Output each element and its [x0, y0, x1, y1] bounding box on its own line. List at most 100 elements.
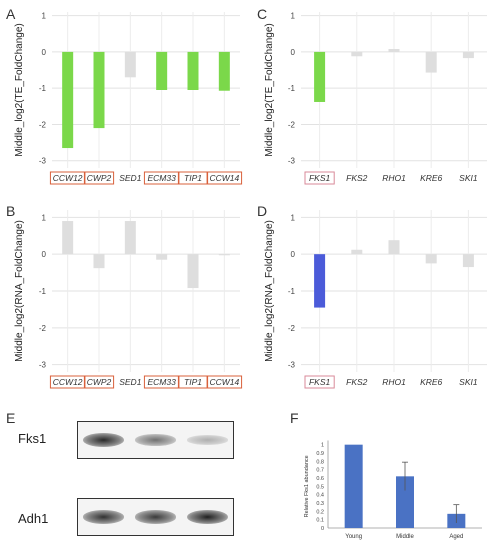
panel-letter-a: A — [6, 6, 16, 22]
x-tick-label: TIP1 — [184, 173, 202, 183]
y-tick-label: 0.3 — [316, 501, 324, 507]
x-tick-label: FKS1 — [309, 173, 331, 183]
chart-panel-b: 1 0 -1 -2 -3 Middle_log2(RNA_FoldChange) CCW12… — [0, 198, 246, 398]
bar-sed1 — [124, 51, 136, 78]
chart-panel-f: 0 0.1 0.2 0.3 0.4 0.5 0.6 0.7 0.8 0.9 1 Relative Fk… — [290, 420, 490, 548]
x-tick-label: CCW14 — [209, 173, 239, 183]
bar-tip1 — [187, 51, 199, 90]
y-tick-label: -3 — [39, 157, 47, 166]
bar-fks2 — [351, 51, 363, 57]
bar-kre6 — [425, 51, 437, 73]
y-tick-label: 1 — [291, 12, 296, 21]
x-tick-label: SED1 — [119, 173, 141, 183]
bar-ccw12 — [62, 51, 74, 149]
x-tick-label: TIP1 — [184, 377, 202, 387]
blot-band — [83, 433, 125, 447]
y-tick-label: 0 — [42, 48, 47, 57]
bar-rho1 — [388, 240, 400, 255]
panel-letter-f: F — [290, 410, 299, 426]
bar-cwp2 — [93, 51, 105, 129]
category-highlight-box — [83, 375, 115, 389]
bar-ecm33 — [156, 51, 168, 90]
y-tick-label: 0 — [42, 250, 47, 259]
bar-rho1 — [388, 49, 400, 52]
y-tick-label: -1 — [39, 84, 47, 93]
x-tick-label: SED1 — [119, 377, 141, 387]
bar-fks1 — [314, 51, 326, 102]
category-highlight-box — [177, 171, 209, 185]
plot-area: 1 0 -1 -2 -3 Middle_log2(TE_FoldChange) FKS1 FK… — [264, 12, 487, 185]
blot-band — [134, 510, 177, 524]
y-axis-label: Middle_log2(TE_FoldChange) — [264, 23, 275, 156]
panel-letter-d: D — [257, 203, 268, 219]
category-highlight-box — [143, 171, 180, 185]
blot-band — [83, 510, 125, 524]
category-highlight-box — [304, 171, 335, 185]
blot-fks1 — [77, 421, 234, 459]
bar-fks2 — [351, 249, 363, 255]
y-tick-label: -3 — [288, 361, 296, 370]
y-tick-label: -1 — [288, 287, 296, 296]
y-tick-label: 0.8 — [316, 459, 324, 465]
y-tick-label: 0.2 — [316, 509, 324, 515]
blot-label-fks1: Fks1 — [18, 431, 47, 446]
y-tick-label: -3 — [39, 361, 47, 370]
y-tick-label: -1 — [39, 287, 47, 296]
chart-d: 1 0 -1 -2 -3 Middle_log2(RNA_FoldChange) FKS1 F… — [264, 210, 487, 389]
panel-letter-e: E — [6, 410, 16, 426]
panel-letter-c: C — [257, 6, 268, 22]
x-tick-label: Aged — [449, 534, 463, 540]
x-tick-label: RHO1 — [382, 173, 406, 183]
y-axis-label: Middle_log2(TE_FoldChange) — [14, 23, 25, 156]
bar-ski1 — [462, 254, 474, 268]
y-tick-label: 0 — [291, 48, 296, 57]
y-tick-label: 1 — [42, 213, 47, 222]
bar-kre6 — [425, 254, 437, 264]
y-tick-label: 0.1 — [316, 518, 324, 524]
category-highlight-box — [177, 375, 209, 389]
bar-ski1 — [462, 51, 474, 59]
y-tick-label: 0.9 — [316, 451, 324, 457]
plot-area: 0 0.1 0.2 0.3 0.4 0.5 0.6 0.7 0.8 0.9 1 Relative Fk… — [304, 440, 482, 540]
chart-a: 1 0 -1 -2 -3 Middle_log2(TE_FoldChange) CCW12 C… — [14, 12, 243, 185]
y-tick-label: 0.4 — [316, 493, 324, 499]
chart-panel-c: 1 0 -1 -2 -3 Middle_log2(TE_FoldChange) FKS1 FK… — [251, 0, 493, 198]
plot-area: 1 0 -1 -2 -3 Middle_log2(TE_FoldChange) CCW12 C… — [14, 12, 243, 185]
x-tick-label: ECM33 — [147, 173, 176, 183]
chart-panel-a: 1 0 -1 -2 -3 Middle_log2(TE_FoldChange) CCW12 C… — [0, 0, 246, 198]
x-tick-label: KRE6 — [420, 377, 442, 387]
y-tick-label: 0 — [291, 250, 296, 259]
bar-middle — [396, 476, 414, 528]
x-tick-label: FKS2 — [346, 173, 368, 183]
y-axis-label: Middle_log2(RNA_FoldChange) — [264, 220, 275, 362]
y-tick-label: 1 — [291, 213, 296, 222]
y-axis-label: Middle_log2(RNA_FoldChange) — [14, 220, 25, 362]
blot-band — [186, 510, 228, 524]
blot-band — [134, 434, 177, 446]
bar-ccw14 — [218, 254, 230, 256]
category-highlight-box — [83, 171, 115, 185]
x-tick-label: SKI1 — [459, 377, 478, 387]
y-tick-label: 1 — [321, 443, 324, 449]
category-highlight-box — [206, 171, 243, 185]
blot-band — [186, 435, 228, 445]
chart-b: 1 0 -1 -2 -3 Middle_log2(RNA_FoldChange) CCW12… — [14, 210, 243, 389]
y-tick-label: 0.6 — [316, 476, 324, 482]
y-tick-label: -1 — [288, 84, 296, 93]
bar-tip1 — [187, 254, 199, 289]
y-tick-label: 1 — [42, 12, 47, 21]
x-tick-label: Middle — [396, 534, 414, 540]
y-tick-label: 0.7 — [316, 468, 324, 474]
blot-adh1 — [77, 498, 234, 536]
x-tick-label: CCW12 — [53, 173, 83, 183]
bar-sed1 — [124, 221, 136, 255]
bar-young — [344, 444, 363, 528]
y-tick-label: -2 — [39, 324, 47, 333]
blot-label-adh1: Adh1 — [18, 511, 49, 526]
category-highlight-box — [206, 375, 243, 389]
category-highlight-box — [49, 375, 86, 389]
x-tick-label: CWP2 — [87, 377, 112, 387]
category-highlight-box — [143, 375, 180, 389]
x-tick-label: FKS1 — [309, 377, 331, 387]
y-tick-label: -3 — [288, 157, 296, 166]
